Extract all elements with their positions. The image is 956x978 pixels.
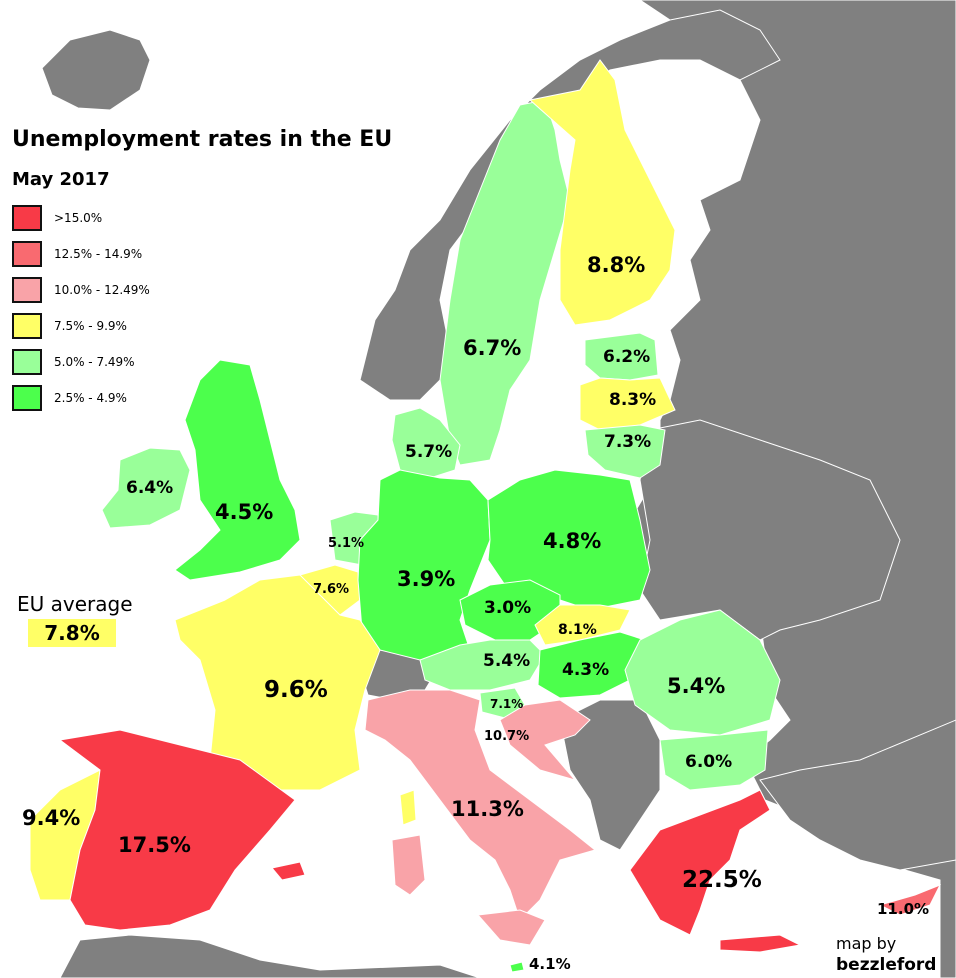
- eu-average-value: 7.8%: [28, 619, 116, 647]
- region-bulgaria: [659, 729, 769, 791]
- label-estonia: 6.2%: [603, 347, 651, 367]
- region-spain: [58, 729, 296, 931]
- label-czech: 3.0%: [484, 598, 532, 618]
- legend-label: 10.0% - 12.49%: [54, 283, 150, 297]
- region-romania: [624, 609, 781, 736]
- legend: >15.0% 12.5% - 14.9% 10.0% - 12.49% 7.5%…: [12, 200, 150, 416]
- legend-label: 5.0% - 7.49%: [54, 355, 135, 369]
- label-sweden: 6.7%: [463, 336, 522, 360]
- region-latvia: [579, 377, 676, 431]
- region-north-africa: [59, 934, 481, 978]
- label-belgium: 7.6%: [313, 582, 350, 597]
- legend-label: 2.5% - 4.9%: [54, 391, 127, 405]
- label-lithuania: 7.3%: [604, 432, 652, 452]
- legend-item: 12.5% - 14.9%: [12, 236, 150, 272]
- region-norway: [359, 9, 781, 401]
- label-italy: 11.3%: [451, 797, 524, 821]
- label-romania: 5.4%: [667, 674, 726, 698]
- legend-label: >15.0%: [54, 211, 103, 225]
- region-malta: [509, 961, 525, 973]
- label-malta: 4.1%: [529, 955, 571, 973]
- map-subtitle: May 2017: [12, 169, 110, 190]
- label-netherlands: 5.1%: [328, 536, 365, 551]
- legend-swatch: [12, 205, 42, 231]
- region-sicily: [476, 909, 546, 946]
- label-spain: 17.5%: [118, 833, 191, 857]
- label-germany: 3.9%: [397, 567, 456, 591]
- credit-author: bezzleford: [836, 955, 937, 975]
- region-greece: [629, 789, 771, 936]
- region-germany: [357, 469, 491, 661]
- legend-label: 12.5% - 14.9%: [54, 247, 143, 261]
- legend-item: 5.0% - 7.49%: [12, 344, 150, 380]
- region-cyprus: [878, 884, 942, 916]
- region-balkans: [559, 699, 661, 851]
- region-crete: [719, 934, 802, 953]
- region-croatia: [499, 699, 591, 781]
- legend-swatch: [12, 385, 42, 411]
- label-uk: 4.5%: [215, 500, 274, 524]
- label-greece: 22.5%: [682, 867, 762, 893]
- label-finland: 8.8%: [587, 253, 646, 277]
- label-croatia: 10.7%: [484, 729, 530, 744]
- region-corsica: [399, 789, 417, 826]
- label-slovakia: 8.1%: [558, 622, 597, 638]
- label-france: 9.6%: [264, 677, 328, 703]
- region-france: [174, 574, 381, 791]
- legend-swatch: [12, 241, 42, 267]
- map-title: Unemployment rates in the EU: [12, 127, 393, 152]
- region-slovakia: [534, 604, 631, 646]
- region-ireland: [101, 447, 191, 529]
- legend-label: 7.5% - 9.9%: [54, 319, 127, 333]
- label-portugal: 9.4%: [22, 806, 81, 830]
- region-italy: [364, 689, 597, 921]
- label-bulgaria: 6.0%: [685, 752, 733, 772]
- label-slovenia: 7.1%: [490, 697, 524, 711]
- region-austria: [419, 639, 546, 691]
- legend-swatch: [12, 349, 42, 375]
- legend-swatch: [12, 313, 42, 339]
- region-uk: [174, 359, 301, 581]
- region-estonia: [584, 332, 659, 381]
- legend-item: 10.0% - 12.49%: [12, 272, 150, 308]
- eu-average-label: EU average: [17, 592, 133, 616]
- region-denmark: [391, 407, 461, 479]
- region-sweden: [439, 99, 571, 466]
- legend-item: 7.5% - 9.9%: [12, 308, 150, 344]
- region-turkey: [759, 719, 956, 871]
- region-lithuania: [584, 424, 666, 479]
- region-sardinia: [391, 834, 426, 896]
- region-finland: [528, 59, 676, 326]
- label-latvia: 8.3%: [609, 390, 657, 410]
- region-iceland: [41, 29, 151, 111]
- label-ireland: 6.4%: [126, 478, 174, 498]
- label-poland: 4.8%: [543, 529, 602, 553]
- legend-swatch: [12, 277, 42, 303]
- region-poland: [487, 469, 651, 611]
- region-balearic: [271, 861, 306, 881]
- credit-line: map by: [836, 934, 897, 953]
- label-cyprus: 11.0%: [877, 900, 930, 918]
- legend-item: 2.5% - 4.9%: [12, 380, 150, 416]
- legend-item: >15.0%: [12, 200, 150, 236]
- label-austria: 5.4%: [483, 651, 531, 671]
- label-hungary: 4.3%: [562, 660, 610, 680]
- label-denmark: 5.7%: [405, 442, 453, 462]
